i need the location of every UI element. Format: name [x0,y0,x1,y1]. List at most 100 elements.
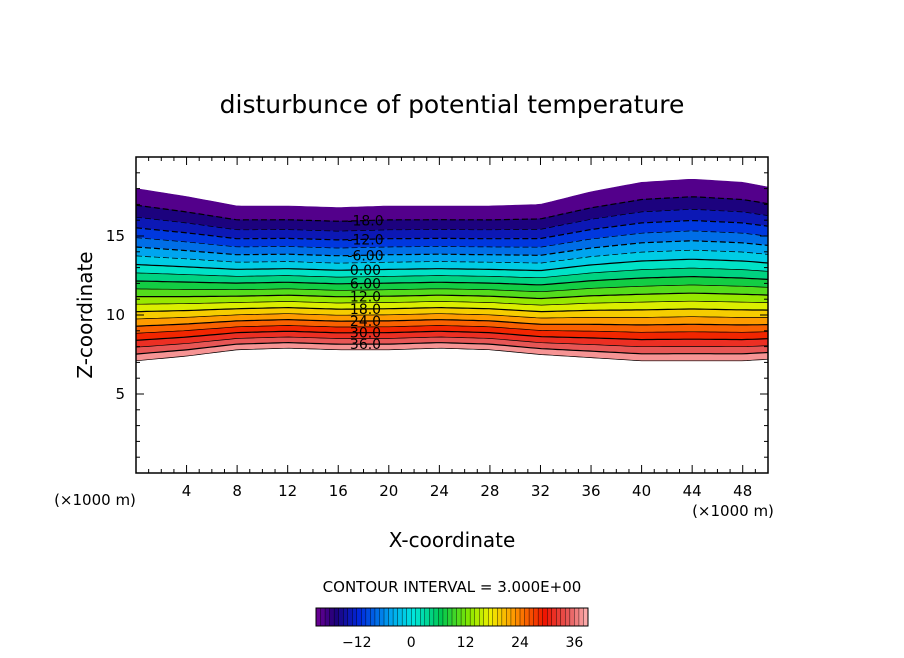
contour-label: 36.0 [350,337,381,353]
x-axis-label: X-coordinate [389,528,516,552]
x-tick-label: 40 [632,482,651,500]
colorbar-cell [438,607,444,627]
colorbar-cell [333,607,340,627]
x-tick-label: 12 [278,482,297,500]
contour-label: 0.00 [350,263,381,279]
contour-line [136,300,768,306]
contour-line [136,306,768,313]
colorbar-cell [411,607,417,627]
contour-line [136,330,768,341]
colorbar-cell [320,607,326,627]
colorbar-cell [465,607,471,627]
y-tick-label: 15 [106,227,125,245]
contour-line [136,275,768,286]
x-tick-labels: 4 8 12 16 20 24 28 32 36 40 44 48 [182,482,752,500]
colorbar-cell [392,607,399,627]
colorbar-cell [528,607,535,627]
colorbar-cell [451,607,458,627]
x-tick-label: 32 [531,482,550,500]
colorbar-cell [370,607,376,627]
colorbar-cell [338,607,344,627]
colorbar-cell [492,607,498,627]
colorbar-cell [433,607,439,627]
colorbar-cell [388,607,394,627]
contour-line [136,230,768,249]
colorbar-cell [447,607,453,627]
colorbar-cell [510,607,516,627]
contour-line-layer [136,196,768,362]
colorbar-tick-label: 0 [407,635,416,651]
contour-label: -12.0 [347,232,383,248]
colorbar-cell [456,607,462,627]
contour-line [136,240,768,257]
colorbar-cell [352,607,358,627]
contour-line [136,341,768,355]
colorbar-cell [469,607,476,627]
colorbar-cell [506,607,512,627]
colorbar-cell [524,607,530,627]
colorbar-cell [497,607,503,627]
colorbar-tick-label: 12 [457,635,475,651]
contour-line [136,249,768,264]
x-tick-label: 4 [182,482,192,500]
colorbar-cell [460,607,467,627]
contour-label-layer: -18.0 -12.0-6.000.006.0012.018.024.030.03… [347,214,383,354]
colorbar-cell [474,607,480,627]
colorbar-cell [560,607,566,627]
x-tick-label: 36 [581,482,600,500]
colorbar-cell [519,607,526,627]
colorbar-cell [488,607,494,627]
colorbar-cell [515,607,521,627]
colorbar-cell [551,607,557,627]
colorbar-cell [347,607,353,627]
colorbar-cell [537,607,544,627]
contour-label: 24.0 [350,314,381,330]
colorbar-cell [356,607,362,627]
contour-label: -18.0 [347,214,383,230]
contour-line [136,267,768,279]
contour-line [136,220,768,241]
x-tick-label: 16 [329,482,348,500]
colorbar-labels: −12 0 12 24 36 [342,635,583,651]
colorbar-cell [574,607,580,627]
contour-interval-text: CONTOUR INTERVAL = 3.000E+00 [323,578,582,596]
x-tick-label: 20 [379,482,398,500]
y-axis-label: Z-coordinate [73,251,97,378]
colorbar-cell [343,607,349,627]
chart-title: disturbunce of potential temperature [220,90,685,119]
colorbar [315,607,589,627]
contour-label: 18.0 [350,302,381,318]
contour-line [136,347,768,362]
colorbar-cell [383,607,390,627]
y-tick-label: 5 [115,385,125,403]
colorbar-cell [556,607,562,627]
colorbar-frame [315,607,589,627]
contour-line [136,325,768,334]
colorbar-tick-label: −12 [342,635,372,651]
colorbar-cell [547,607,553,627]
colorbar-cell [442,607,448,627]
axis-ticks [136,157,768,473]
x-unit-left: (×1000 m) [54,491,136,509]
colorbar-cell [397,607,403,627]
contour-line [136,336,768,348]
colorbar-cell [374,607,380,627]
contour-label: -6.00 [347,248,383,264]
contour-line [136,209,768,232]
colorbar-cell [565,607,571,627]
y-tick-labels: 5 10 15 [106,227,125,403]
colorbar-cell [315,607,322,627]
contour-line [136,196,768,222]
colorbar-cell [533,607,539,627]
contour-label: 12.0 [350,289,381,305]
colorbar-cell [406,607,412,627]
colorbar-cell [542,607,548,627]
x-tick-label: 48 [733,482,752,500]
y-tick-label: 10 [106,306,125,324]
colorbar-cell [424,607,430,627]
colorbar-cell [324,607,331,627]
colorbar-cell [365,607,371,627]
colorbar-cell [501,607,507,627]
colorbar-cell [483,607,489,627]
colorbar-cell [569,607,575,627]
